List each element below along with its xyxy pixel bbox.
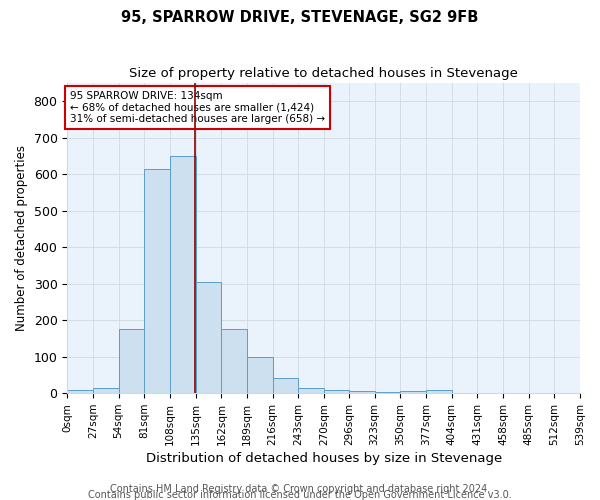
Bar (349, 392, 374, 393)
Text: 95 SPARROW DRIVE: 134sqm
← 68% of detached houses are smaller (1,424)
31% of sem: 95 SPARROW DRIVE: 134sqm ← 68% of detach… (70, 91, 325, 124)
X-axis label: Distribution of detached houses by size in Stevenage: Distribution of detached houses by size … (146, 452, 502, 465)
Y-axis label: Number of detached properties: Number of detached properties (15, 145, 28, 331)
Bar (145, 169, 170, 393)
Text: 95, SPARROW DRIVE, STEVENAGE, SG2 9FB: 95, SPARROW DRIVE, STEVENAGE, SG2 9FB (121, 10, 479, 25)
Bar (221, 330, 247, 393)
Bar (196, 282, 221, 393)
Bar (324, 390, 349, 393)
Title: Size of property relative to detached houses in Stevenage: Size of property relative to detached ho… (129, 68, 518, 80)
Bar (170, 156, 196, 393)
Text: Contains public sector information licensed under the Open Government Licence v3: Contains public sector information licen… (88, 490, 512, 500)
Bar (400, 392, 426, 393)
Bar (374, 392, 400, 393)
Bar (93, 388, 119, 393)
Text: Contains HM Land Registry data © Crown copyright and database right 2024.: Contains HM Land Registry data © Crown c… (110, 484, 490, 494)
Bar (247, 356, 273, 393)
Bar (426, 390, 452, 393)
Bar (273, 378, 298, 393)
Bar (67, 390, 93, 393)
Bar (119, 330, 145, 393)
Bar (298, 388, 324, 393)
